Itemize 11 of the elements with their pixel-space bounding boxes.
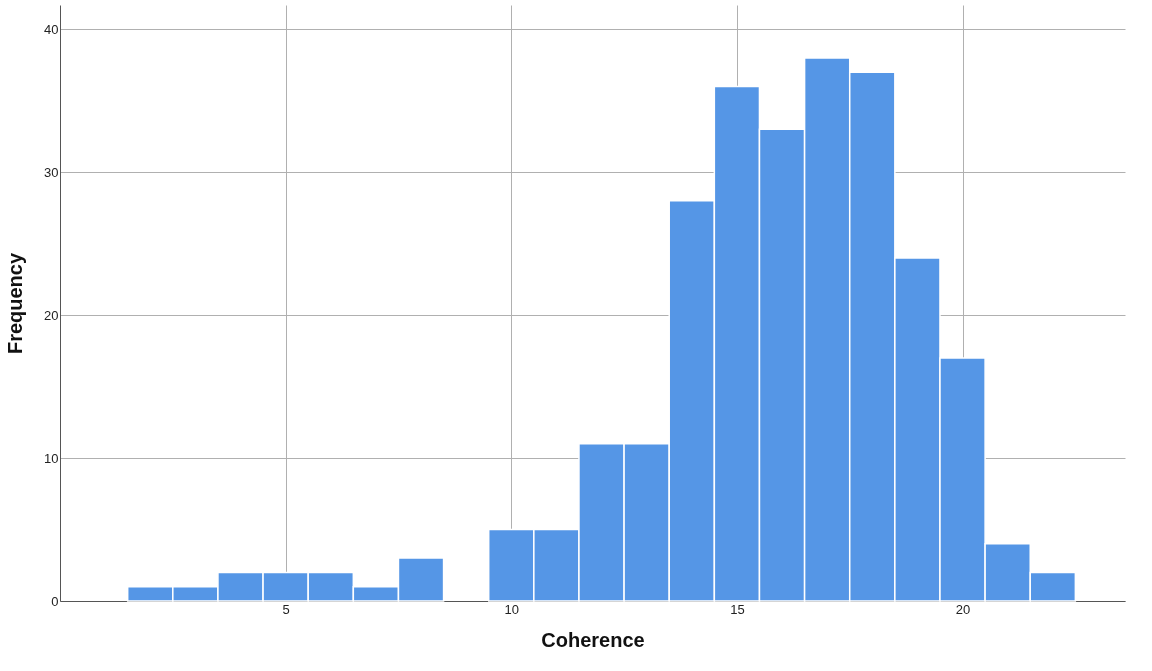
y-tick-label: 0	[51, 593, 59, 609]
x-tick-label: 5	[282, 601, 290, 617]
y-tick-label: 10	[44, 450, 59, 466]
y-tick-label: 40	[44, 21, 59, 37]
y-axis-title: Frequency	[4, 252, 27, 355]
x-tick-label: 15	[730, 601, 745, 617]
x-tick-label: 20	[955, 601, 971, 617]
x-axis-title: Coherence	[541, 628, 645, 651]
x-tick-label: 10	[504, 601, 520, 617]
y-tick-label: 30	[44, 164, 59, 180]
y-tick-label: 20	[44, 307, 59, 323]
